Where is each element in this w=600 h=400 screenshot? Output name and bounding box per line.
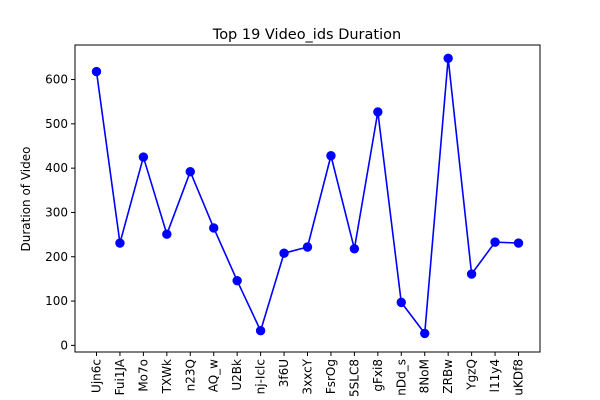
x-tick-label: Ujn6c — [90, 359, 104, 393]
x-tick-label: nDd_s — [394, 359, 408, 396]
data-point — [162, 229, 172, 239]
data-point — [115, 238, 125, 248]
x-tick-label: TXWk — [160, 359, 174, 394]
data-point — [490, 237, 500, 247]
x-tick-label: 5SLC8 — [347, 359, 361, 397]
data-point — [373, 107, 383, 117]
x-tick-label: gFxi8 — [371, 359, 385, 392]
data-point — [420, 328, 430, 339]
y-tick-label: 400 — [45, 161, 68, 175]
data-point — [396, 297, 406, 308]
x-tick-label: FsrOg — [324, 359, 338, 394]
x-tick-label: U2Bk — [230, 359, 244, 391]
x-tick-label: Fui1JA — [113, 358, 127, 395]
y-tick-label: 100 — [45, 294, 68, 308]
x-tick-label: 8NoM — [418, 359, 432, 393]
y-tick-label: 300 — [45, 205, 68, 219]
y-axis-label: Duration of Video — [19, 147, 33, 252]
data-point — [513, 238, 524, 248]
x-tick-label: uKDf8 — [512, 359, 526, 396]
data-point — [302, 242, 313, 252]
data-point — [232, 275, 242, 286]
data-point — [185, 166, 195, 177]
data-point — [349, 244, 360, 254]
x-tick-label: n23Q — [183, 359, 197, 391]
data-point — [209, 223, 219, 233]
data-point — [279, 248, 289, 258]
x-tick-label: l11y4 — [488, 359, 502, 392]
data-point — [326, 151, 336, 161]
x-tick-label: YgzQ — [465, 359, 479, 391]
x-tick-label: ZRBw — [441, 359, 455, 394]
y-tick-label: 200 — [45, 250, 68, 264]
plot-area: 0 100 200 300 400 500 600 Ujn6c Fui1JA Mo7o TXWk n2… — [45, 44, 541, 397]
data-point — [443, 53, 453, 63]
data-point — [255, 326, 266, 336]
y-tick-label: 0 — [60, 338, 68, 352]
x-tick-label: Mo7o — [136, 359, 150, 392]
y-tick-label: 500 — [45, 117, 68, 131]
chart-title: Top 19 Video_ids Duration — [212, 27, 401, 43]
data-point — [466, 269, 477, 279]
data-point — [138, 152, 149, 162]
x-tick-label: nj-Iclc — [254, 359, 268, 394]
x-tick-label: AQ_w — [207, 359, 221, 392]
x-tick-label: 3f6U — [277, 359, 291, 387]
data-point — [91, 66, 102, 77]
y-tick-label: 600 — [45, 73, 68, 87]
x-tick-label: 3xxcY — [301, 358, 315, 394]
